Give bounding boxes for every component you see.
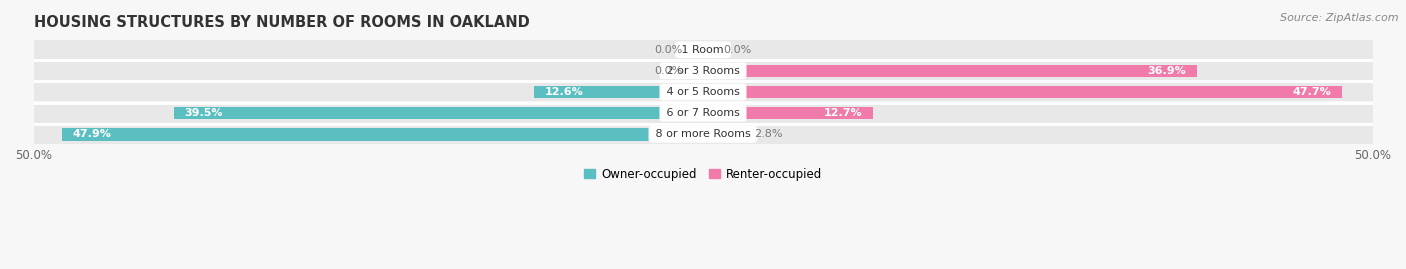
Text: 47.9%: 47.9% — [72, 129, 111, 139]
Legend: Owner-occupied, Renter-occupied: Owner-occupied, Renter-occupied — [579, 163, 827, 185]
Bar — [34, 125, 1372, 144]
Bar — [62, 128, 703, 140]
Text: 12.6%: 12.6% — [546, 87, 583, 97]
Bar — [703, 128, 741, 140]
Text: 8 or more Rooms: 8 or more Rooms — [652, 129, 754, 139]
Bar — [174, 107, 703, 119]
Bar — [534, 86, 703, 98]
Bar — [34, 40, 1372, 59]
Text: 47.7%: 47.7% — [1292, 87, 1331, 97]
Bar — [703, 86, 1341, 98]
Bar — [34, 62, 1372, 80]
Text: 1 Room: 1 Room — [679, 45, 727, 55]
Text: 0.0%: 0.0% — [655, 45, 683, 55]
Bar — [703, 107, 873, 119]
Text: HOUSING STRUCTURES BY NUMBER OF ROOMS IN OAKLAND: HOUSING STRUCTURES BY NUMBER OF ROOMS IN… — [34, 15, 529, 30]
Text: 12.7%: 12.7% — [824, 108, 862, 118]
Text: 2 or 3 Rooms: 2 or 3 Rooms — [662, 66, 744, 76]
Text: 36.9%: 36.9% — [1147, 66, 1187, 76]
Text: 6 or 7 Rooms: 6 or 7 Rooms — [662, 108, 744, 118]
Text: 4 or 5 Rooms: 4 or 5 Rooms — [662, 87, 744, 97]
Bar — [34, 83, 1372, 101]
Bar — [703, 65, 1197, 77]
Bar — [34, 104, 1372, 122]
Text: 2.8%: 2.8% — [754, 129, 782, 139]
Text: 0.0%: 0.0% — [655, 66, 683, 76]
Text: 0.0%: 0.0% — [723, 45, 751, 55]
Text: 39.5%: 39.5% — [184, 108, 224, 118]
Text: Source: ZipAtlas.com: Source: ZipAtlas.com — [1281, 13, 1399, 23]
